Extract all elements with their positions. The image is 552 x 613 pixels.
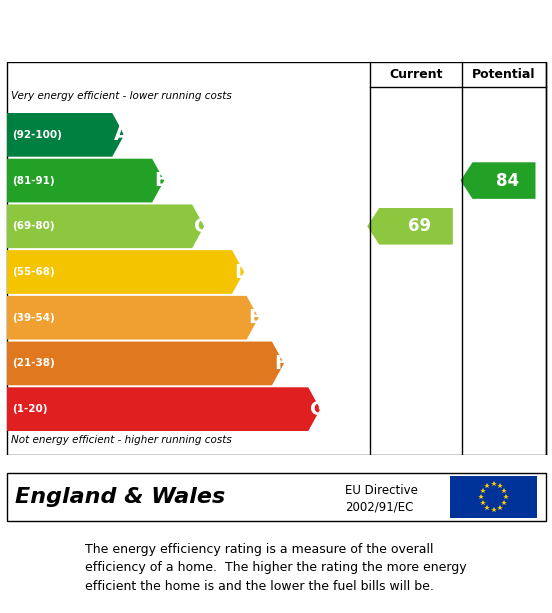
Polygon shape bbox=[7, 250, 244, 294]
Text: Very energy efficient - lower running costs: Very energy efficient - lower running co… bbox=[11, 91, 232, 101]
Text: (21-38): (21-38) bbox=[12, 359, 55, 368]
Polygon shape bbox=[7, 113, 124, 157]
Polygon shape bbox=[7, 296, 258, 340]
Text: England & Wales: England & Wales bbox=[15, 487, 225, 507]
Polygon shape bbox=[367, 208, 453, 245]
Text: (55-68): (55-68) bbox=[12, 267, 55, 277]
Text: G: G bbox=[310, 400, 326, 419]
Polygon shape bbox=[7, 341, 284, 386]
Polygon shape bbox=[7, 387, 320, 431]
Text: 69: 69 bbox=[408, 217, 432, 235]
Polygon shape bbox=[460, 162, 535, 199]
Text: B: B bbox=[154, 171, 169, 190]
Text: Potential: Potential bbox=[473, 68, 536, 81]
Text: 84: 84 bbox=[496, 172, 519, 189]
Text: Not energy efficient - higher running costs: Not energy efficient - higher running co… bbox=[11, 435, 232, 445]
Text: (39-54): (39-54) bbox=[12, 313, 55, 322]
Text: EU Directive: EU Directive bbox=[345, 484, 418, 497]
Text: D: D bbox=[234, 262, 250, 281]
Text: E: E bbox=[248, 308, 262, 327]
Text: (81-91): (81-91) bbox=[12, 175, 55, 186]
Bar bbox=[450, 476, 537, 518]
Text: F: F bbox=[274, 354, 287, 373]
Polygon shape bbox=[7, 159, 164, 202]
Text: (1-20): (1-20) bbox=[12, 404, 47, 414]
Text: C: C bbox=[194, 217, 209, 236]
Text: (92-100): (92-100) bbox=[12, 130, 62, 140]
Text: (69-80): (69-80) bbox=[12, 221, 55, 231]
Text: Current: Current bbox=[389, 68, 443, 81]
Text: Energy Efficiency Rating: Energy Efficiency Rating bbox=[17, 14, 342, 38]
Text: A: A bbox=[114, 125, 129, 144]
Polygon shape bbox=[7, 204, 204, 248]
Text: The energy efficiency rating is a measure of the overall
efficiency of a home.  : The energy efficiency rating is a measur… bbox=[85, 544, 467, 593]
Text: 2002/91/EC: 2002/91/EC bbox=[345, 501, 413, 514]
